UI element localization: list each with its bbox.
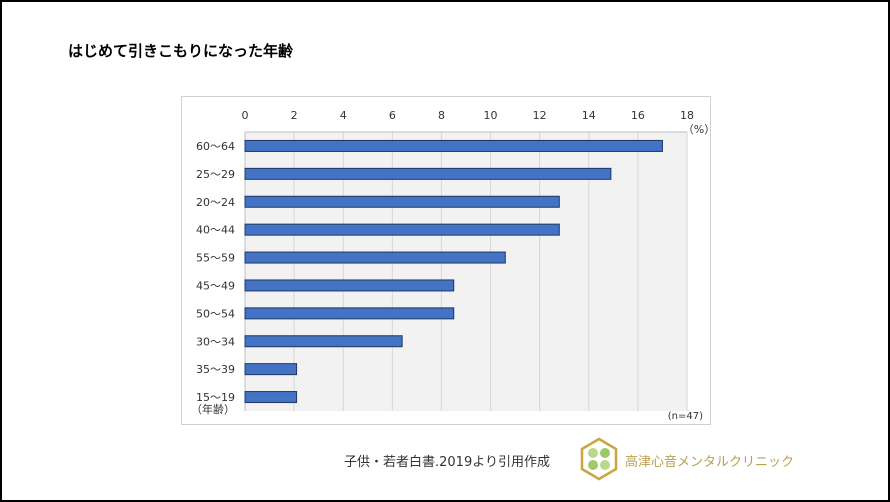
- x-tick-label: 10: [484, 109, 498, 122]
- x-tick-label: 0: [242, 109, 249, 122]
- x-tick-label: 4: [340, 109, 347, 122]
- bar: [244, 167, 612, 180]
- y-tick-label: 50～54: [196, 307, 235, 320]
- y-tick-label: 20～24: [196, 196, 235, 209]
- citation-text: 子供・若者白書.2019より引用作成: [344, 455, 550, 470]
- bar: [244, 195, 560, 208]
- y-tick-label: 30～34: [196, 335, 235, 348]
- y-tick-label: 15～19: [196, 391, 235, 404]
- page-title: はじめて引きこもりになった年齢: [68, 42, 294, 60]
- bar: [244, 307, 455, 320]
- clinic-logo-icon: [579, 437, 619, 485]
- x-tick-label: 16: [631, 109, 645, 122]
- y-tick-label: 55～59: [196, 252, 235, 265]
- bar: [244, 279, 455, 292]
- chart-svg: 0 2 4 6 8 10 12 14 16 18（%） 60～64 25～29 20～24 40～44 55…: [191, 109, 715, 422]
- x-tick-label: 14: [582, 109, 596, 122]
- y-tick-label: 60～64: [196, 140, 235, 153]
- x-tick-label: 12: [533, 109, 547, 122]
- y-tick-label: 45～49: [196, 279, 235, 292]
- bar: [244, 251, 506, 264]
- bar-chart: 0 2 4 6 8 10 12 14 16 18（%） 60～64 25～29 20～24 40～44 55…: [181, 96, 715, 425]
- y-tick-label: 35～39: [196, 363, 235, 376]
- x-axis-unit-label: （%）: [683, 123, 710, 136]
- sample-size-annotation: (n=47): [668, 411, 703, 422]
- bar: [244, 363, 298, 376]
- x-tick-label: 6: [389, 109, 396, 122]
- clinic-name: 高津心音メンタルクリニック: [625, 455, 795, 470]
- bar: [244, 391, 298, 404]
- y-axis-label: （年齢）: [191, 402, 235, 416]
- y-tick-label: 40～44: [196, 224, 235, 237]
- x-tick-label: 8: [438, 109, 445, 122]
- bar: [244, 223, 560, 236]
- bar: [244, 335, 403, 348]
- y-tick-label: 25～29: [196, 168, 235, 181]
- bar: [244, 139, 663, 152]
- x-tick-label: 18: [680, 109, 694, 122]
- x-tick-label: 2: [291, 109, 298, 122]
